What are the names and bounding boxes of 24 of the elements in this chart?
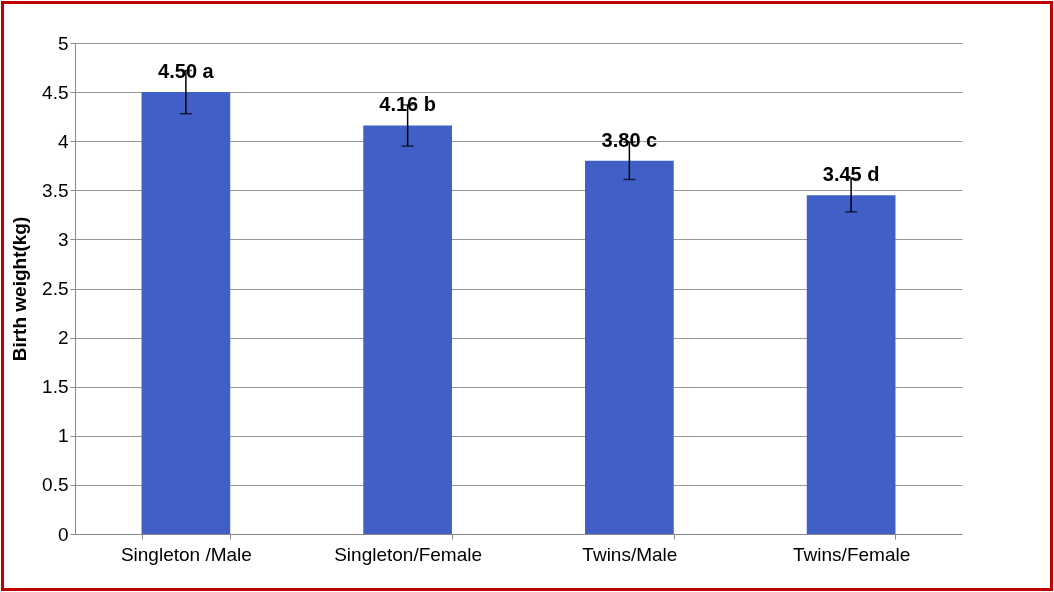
y-tick-label: 4 bbox=[57, 130, 69, 152]
x-tick-label: Singleton /Male bbox=[120, 543, 252, 565]
y-tick-label: 2.5 bbox=[42, 278, 69, 299]
data-label: 3.80 c bbox=[601, 128, 658, 151]
y-tick-label: 3.5 bbox=[42, 179, 69, 201]
bar bbox=[806, 195, 896, 534]
bar bbox=[363, 125, 452, 534]
y-tick-label: 3 bbox=[57, 228, 69, 250]
y-tick-label: 1 bbox=[57, 425, 69, 447]
y-tick-label: 0.5 bbox=[42, 474, 69, 496]
y-axis-title: Birth weight(kg) bbox=[9, 216, 31, 362]
bar bbox=[141, 92, 231, 534]
y-tick-label: 5 bbox=[57, 32, 69, 54]
y-tick-label: 0 bbox=[57, 523, 69, 545]
y-tick-label: 4.5 bbox=[42, 81, 69, 103]
y-tick-label: 2 bbox=[57, 327, 69, 349]
y-tick-label: 1.5 bbox=[42, 376, 69, 398]
data-label: 3.45 d bbox=[822, 163, 880, 186]
x-tick-label: Singleton/Female bbox=[334, 543, 483, 565]
x-tick-label: Twins/Female bbox=[793, 543, 911, 565]
bar bbox=[585, 160, 674, 534]
data-label: 4.16 b bbox=[379, 93, 436, 116]
data-label: 4.50 a bbox=[158, 60, 215, 83]
x-tick-label: Twins/Male bbox=[582, 543, 678, 565]
